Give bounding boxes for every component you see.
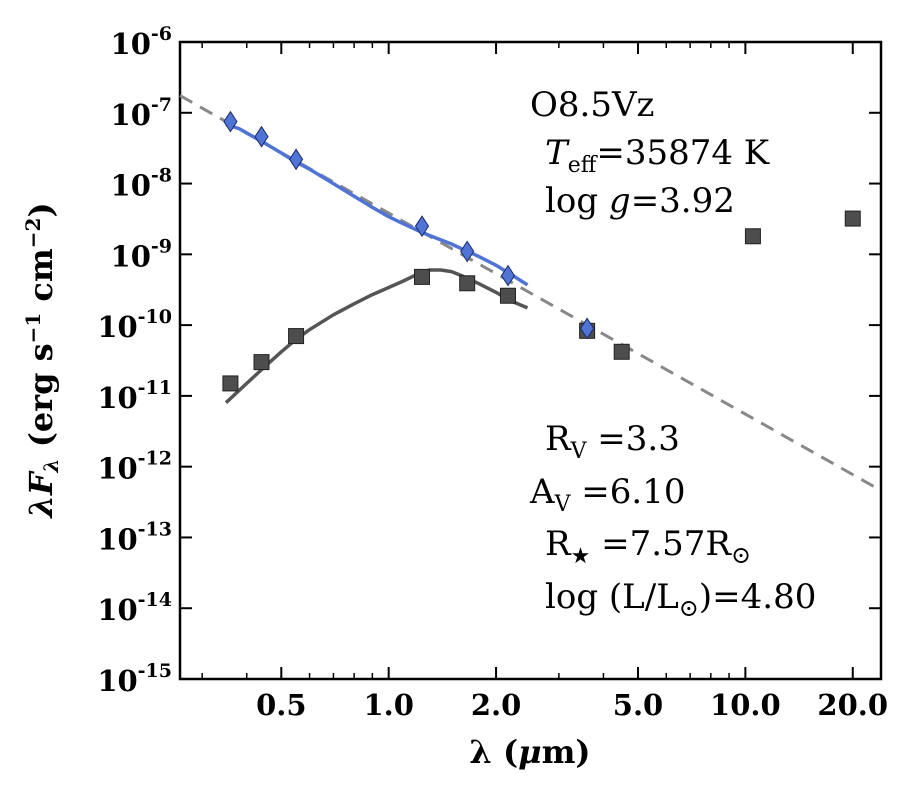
annotation-teff-value: =35874 K <box>596 133 769 173</box>
annotation-rstar-sun: ⊙ <box>731 541 751 569</box>
annotation-logg: log g=3.92 <box>545 181 735 221</box>
y-tick-base: 10 <box>111 98 151 132</box>
y-tick-exponent: -11 <box>138 377 172 399</box>
x-tick-label: 2.0 <box>471 688 521 722</box>
x-axis-label-main: λ ( <box>469 733 518 771</box>
photometry-square-point <box>499 287 516 304</box>
y-tick-base: 10 <box>111 27 151 61</box>
y-tick-base: 10 <box>111 239 151 273</box>
annotation-lum-sun: ⊙ <box>679 594 699 622</box>
annotation-teff-symbol: T <box>545 133 570 173</box>
annotation-av: AV =6.10 <box>529 472 685 517</box>
x-axis-label-tail: m) <box>542 733 591 771</box>
x-tick-label: 1.0 <box>363 688 413 722</box>
y-tick-exponent: -10 <box>138 306 172 328</box>
x-axis-label: λ (μm) <box>469 733 590 771</box>
y-axis-label-open: (erg s <box>22 343 60 458</box>
photometry-square-point <box>222 375 239 392</box>
dereddened-diamond-point <box>223 110 238 133</box>
annotation-rstar-sub: ★ <box>571 544 591 569</box>
annotation-logg-prefix: log <box>545 181 609 221</box>
photometry-markers <box>222 110 861 392</box>
rayleigh-jeans-dashed-line <box>179 94 882 492</box>
y-tick-base: 10 <box>97 452 137 486</box>
y-tick-label: 10-8 <box>111 165 172 203</box>
annotation-spectral-type: O8.5Vz <box>530 85 654 125</box>
annotation-av-symbol: A <box>529 472 555 512</box>
photometry-square-point <box>459 275 476 292</box>
y-tick-label: 10-6 <box>111 23 172 61</box>
y-axis-label-sup1: −1 <box>21 313 45 344</box>
y-tick-base: 10 <box>97 381 137 415</box>
y-tick-exponent: -8 <box>151 165 172 187</box>
y-tick-label: 10-10 <box>97 306 172 344</box>
y-tick-exponent: -14 <box>138 589 172 611</box>
annotation-av-sub: V <box>554 492 572 517</box>
dereddened-diamond-point <box>288 148 304 171</box>
y-tick-exponent: -15 <box>138 660 172 682</box>
axis-ticks <box>180 41 881 680</box>
annotation-logg-symbol: g <box>609 181 631 221</box>
annotation-rv-sub: V <box>570 439 588 464</box>
photometry-square-point <box>253 354 270 371</box>
y-tick-base: 10 <box>97 593 137 627</box>
y-axis-label-sup2: −2 <box>21 218 45 249</box>
x-tick-label: 10.0 <box>710 688 781 722</box>
y-tick-label: 10-12 <box>97 448 172 486</box>
x-tick-label: 20.0 <box>817 688 888 722</box>
y-tick-base: 10 <box>97 522 137 556</box>
y-axis-label-sub: λ <box>39 458 63 473</box>
y-tick-base: 10 <box>97 664 137 698</box>
series-lines <box>179 94 882 492</box>
dereddened-model-line <box>225 122 529 287</box>
reddened-model-line <box>224 268 529 404</box>
y-tick-exponent: -9 <box>151 235 172 257</box>
x-tick-label: 5.0 <box>613 688 663 722</box>
photometry-square-point <box>288 328 305 345</box>
annotation-logg-value: =3.92 <box>631 181 735 221</box>
y-axis-label-close: ) <box>22 202 60 217</box>
annotation-rv-value: =3.3 <box>587 419 680 459</box>
annotation-rstar: R★ =7.57R⊙ <box>545 524 751 569</box>
y-tick-exponent: -12 <box>138 448 172 470</box>
dereddened-diamond-point <box>500 264 516 287</box>
annotation-av-value: =6.10 <box>570 472 685 512</box>
photometry-square-point <box>613 343 630 360</box>
y-tick-label: 10-13 <box>97 518 172 556</box>
y-tick-label: 10-9 <box>111 235 172 273</box>
y-axis-label: λFλ (erg s−1 cm−2) <box>21 202 63 519</box>
y-tick-exponent: -7 <box>151 94 172 116</box>
y-tick-label: 10-7 <box>111 94 172 132</box>
photometry-square-point <box>744 228 761 245</box>
dereddened-diamond-point <box>414 215 430 238</box>
y-tick-exponent: -6 <box>151 23 172 45</box>
annotation-lum-prefix: log (L/L <box>545 577 679 617</box>
dereddened-diamond-point <box>460 240 475 263</box>
y-tick-base: 10 <box>97 310 137 344</box>
dereddened-diamond-point <box>254 125 269 148</box>
annotation-rstar-symbol: R <box>545 524 572 564</box>
plot-frame <box>178 40 883 681</box>
annotation-rv-symbol: R <box>545 419 572 459</box>
x-tick-label: 0.5 <box>256 688 306 722</box>
y-axis-label-lambda: λF <box>22 470 60 519</box>
photometry-square-point <box>414 268 431 285</box>
y-tick-exponent: -13 <box>138 518 172 540</box>
y-tick-base: 10 <box>111 169 151 203</box>
tick-labels: 0.5 1.0 2.0 5.0 10.0 20.010-610-710-810-910-1… <box>97 23 888 722</box>
y-axis-label-mid: cm <box>22 248 60 313</box>
dereddened-diamond-point <box>580 317 595 340</box>
y-tick-label: 10-14 <box>97 589 172 627</box>
annotation-rv: RV =3.3 <box>545 419 680 464</box>
photometry-square-point <box>844 210 861 227</box>
annotation-teff-sub: eff <box>568 153 598 178</box>
annotation-teff: Teff=35874 K <box>545 133 770 178</box>
annotation-lum-value: )=4.80 <box>699 577 816 617</box>
y-tick-label: 10-11 <box>97 377 172 415</box>
x-axis-label-mu: μ <box>518 733 541 771</box>
annotation-luminosity: log (L/L⊙)=4.80 <box>545 577 816 622</box>
y-tick-label: 10-15 <box>97 660 172 698</box>
annotation-rstar-value: =7.57R <box>590 524 732 564</box>
